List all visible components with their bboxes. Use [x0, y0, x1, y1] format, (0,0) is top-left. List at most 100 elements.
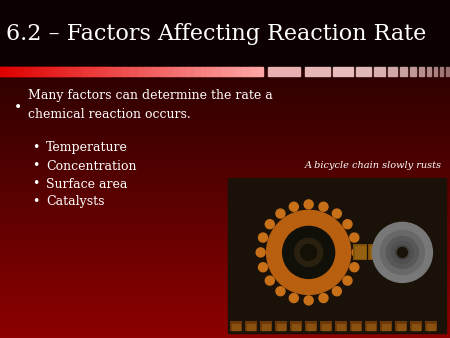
- Circle shape: [289, 202, 298, 211]
- Bar: [242, 67, 245, 76]
- Text: •: •: [32, 160, 40, 172]
- Bar: [244, 67, 248, 76]
- Bar: [139, 67, 142, 76]
- Bar: [220, 67, 224, 76]
- Bar: [121, 67, 124, 76]
- Bar: [147, 67, 150, 76]
- Text: Surface area: Surface area: [46, 177, 127, 191]
- Bar: [207, 67, 211, 76]
- Bar: [171, 67, 174, 76]
- Circle shape: [304, 296, 313, 305]
- Bar: [277, 324, 285, 330]
- Text: •: •: [32, 177, 40, 191]
- Bar: [335, 321, 347, 331]
- Bar: [118, 67, 122, 76]
- Circle shape: [333, 287, 342, 296]
- Bar: [0, 67, 3, 76]
- Bar: [245, 321, 257, 331]
- Bar: [413, 244, 427, 260]
- Bar: [427, 67, 431, 76]
- Bar: [144, 67, 148, 76]
- Bar: [337, 324, 345, 330]
- Bar: [176, 67, 179, 76]
- Text: Temperature: Temperature: [46, 142, 128, 154]
- Circle shape: [266, 276, 274, 285]
- Bar: [68, 67, 72, 76]
- Text: Catalysts: Catalysts: [46, 195, 104, 209]
- Bar: [50, 67, 53, 76]
- Bar: [446, 67, 449, 76]
- Bar: [350, 321, 362, 331]
- Text: Many factors can determine the rate a
chemical reaction occurs.: Many factors can determine the rate a ch…: [28, 89, 273, 121]
- Bar: [21, 67, 24, 76]
- Bar: [410, 67, 416, 76]
- Bar: [440, 67, 443, 76]
- Bar: [37, 67, 40, 76]
- Circle shape: [397, 247, 407, 258]
- Bar: [58, 67, 61, 76]
- Bar: [71, 67, 74, 76]
- Bar: [186, 67, 189, 76]
- Bar: [382, 244, 396, 260]
- Bar: [134, 67, 137, 76]
- Circle shape: [295, 238, 323, 266]
- Bar: [10, 67, 14, 76]
- Bar: [410, 321, 422, 331]
- Bar: [26, 67, 29, 76]
- Bar: [103, 67, 105, 76]
- Bar: [155, 67, 158, 76]
- Bar: [223, 67, 226, 76]
- Bar: [84, 67, 87, 76]
- Bar: [34, 67, 37, 76]
- Bar: [307, 324, 315, 330]
- Circle shape: [396, 245, 410, 259]
- Bar: [108, 67, 111, 76]
- Bar: [129, 67, 132, 76]
- Bar: [292, 324, 300, 330]
- Bar: [249, 67, 252, 76]
- Bar: [126, 67, 129, 76]
- Bar: [116, 67, 119, 76]
- Bar: [369, 246, 380, 258]
- Bar: [202, 67, 205, 76]
- Bar: [63, 67, 66, 76]
- Circle shape: [319, 293, 328, 303]
- Bar: [152, 67, 155, 76]
- Bar: [230, 321, 242, 331]
- Circle shape: [256, 248, 265, 257]
- Circle shape: [276, 287, 285, 296]
- Bar: [290, 321, 302, 331]
- Circle shape: [266, 220, 274, 229]
- Bar: [76, 67, 79, 76]
- Bar: [380, 321, 392, 331]
- Bar: [73, 67, 77, 76]
- Circle shape: [387, 236, 419, 268]
- Bar: [356, 67, 371, 76]
- Bar: [142, 67, 145, 76]
- Bar: [252, 67, 255, 76]
- Bar: [425, 321, 437, 331]
- Circle shape: [373, 222, 432, 283]
- Bar: [388, 67, 397, 76]
- Bar: [257, 67, 261, 76]
- Bar: [105, 67, 108, 76]
- Circle shape: [319, 202, 328, 211]
- Text: •: •: [32, 195, 40, 209]
- Bar: [100, 67, 103, 76]
- Bar: [414, 246, 425, 258]
- Text: Concentration: Concentration: [46, 160, 136, 172]
- Bar: [0, 67, 110, 76]
- Text: A bicycle chain slowly rusts: A bicycle chain slowly rusts: [305, 161, 442, 170]
- Bar: [398, 244, 412, 260]
- Circle shape: [304, 200, 313, 209]
- Bar: [181, 67, 184, 76]
- Bar: [397, 324, 405, 330]
- Bar: [42, 67, 45, 76]
- Bar: [79, 67, 82, 76]
- Circle shape: [283, 226, 335, 279]
- Bar: [123, 67, 126, 76]
- Bar: [131, 67, 135, 76]
- Bar: [92, 67, 95, 76]
- Bar: [53, 67, 56, 76]
- Bar: [32, 67, 35, 76]
